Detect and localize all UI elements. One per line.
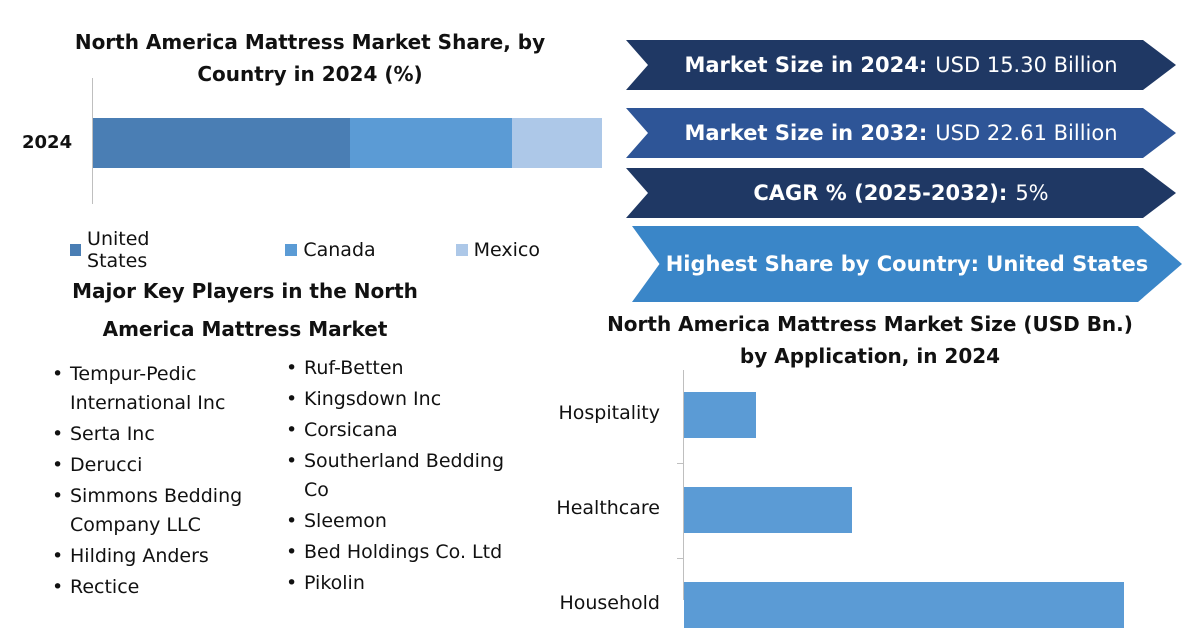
share-bar-segment-united-states <box>93 118 351 168</box>
app-bar-hospitality <box>684 392 756 438</box>
player-name: Serta Inc <box>70 423 155 445</box>
player-item: • Southerland Bedding Co <box>286 447 516 505</box>
app-axis-tick <box>677 557 683 559</box>
bullet-icon: • <box>286 541 298 563</box>
app-bar-household <box>684 582 1124 628</box>
player-name: Hilding Anders <box>70 545 209 567</box>
player-name: Corsicana <box>304 419 398 441</box>
player-item: • Kingsdown Inc <box>286 385 516 414</box>
player-name: Derucci <box>70 454 143 476</box>
player-item: • Pikolin <box>286 569 516 598</box>
player-item: • Ruf-Betten <box>286 354 516 383</box>
legend-item: Canada <box>285 228 376 272</box>
player-item: • Bed Holdings Co. Ltd <box>286 538 516 567</box>
legend-item: Mexico <box>455 228 540 272</box>
banner-market-size-2032: Market Size in 2032: USD 22.61 Billion <box>626 108 1176 158</box>
banner-label: Market Size in 2032: <box>684 121 928 145</box>
player-name: Simmons Bedding Company LLC <box>70 485 243 536</box>
bullet-icon: • <box>286 450 298 472</box>
player-name: Ruf-Betten <box>304 357 404 379</box>
bullet-icon: • <box>286 388 298 410</box>
bullet-icon: • <box>286 357 298 379</box>
player-name: Southerland Bedding Co <box>304 450 505 501</box>
player-name: Sleemon <box>304 510 387 532</box>
app-axis <box>683 370 684 600</box>
legend-swatch <box>285 244 298 256</box>
banner-market-size-2024: Market Size in 2024: USD 15.30 Billion <box>626 40 1176 90</box>
share-category-label: 2024 <box>22 132 73 153</box>
app-category-label: Household <box>559 592 660 614</box>
share-chart-title: North America Mattress Market Share, by … <box>74 30 546 86</box>
player-item: • Derucci <box>52 451 272 480</box>
banner-highest-share: Highest Share by Country: United States <box>632 226 1182 302</box>
players-title: Major Key Players in the North America M… <box>72 279 418 341</box>
legend-item: United States <box>70 228 205 272</box>
app-chart: Hospitality Healthcare Household <box>520 370 1180 628</box>
player-item: • Rectice <box>52 573 272 602</box>
bullet-icon: • <box>286 572 298 594</box>
app-category-label: Hospitality <box>558 402 661 424</box>
legend-label: Mexico <box>473 239 540 261</box>
banner-value: USD 15.30 Billion <box>935 53 1118 77</box>
app-bar-healthcare <box>684 487 852 533</box>
bullet-icon: • <box>52 485 64 507</box>
players-list-left: • Tempur-Pedic International Inc • Serta In… <box>52 360 272 604</box>
player-name: Tempur-Pedic International Inc <box>70 363 226 414</box>
share-stacked-bar <box>93 118 602 168</box>
player-item: • Serta Inc <box>52 420 272 449</box>
share-chart: 2024 United States Canada Mexico <box>0 78 620 272</box>
share-legend: United States Canada Mexico <box>70 228 620 272</box>
player-item: • Simmons Bedding Company LLC <box>52 482 272 540</box>
banner-cagr: CAGR % (2025-2032): 5% <box>626 168 1176 218</box>
legend-label: Canada <box>303 239 376 261</box>
bullet-icon: • <box>52 545 64 567</box>
legend-label: United States <box>87 228 150 272</box>
players-list-right: • Ruf-Betten • Kingsdown Inc • Corsicana • Sout… <box>286 354 516 600</box>
player-item: • Tempur-Pedic International Inc <box>52 360 272 418</box>
app-axis-tick <box>677 462 683 464</box>
player-name: Bed Holdings Co. Ltd <box>304 541 503 563</box>
banner-label: Market Size in 2024: <box>684 53 928 77</box>
player-item: • Hilding Anders <box>52 542 272 571</box>
player-name: Rectice <box>70 576 140 598</box>
share-bar-segment-canada <box>350 118 512 168</box>
app-chart-title: North America Mattress Market Size (USD … <box>607 312 1133 368</box>
share-axis <box>92 78 93 204</box>
bullet-icon: • <box>286 510 298 532</box>
share-bar-segment-mexico <box>511 118 602 168</box>
legend-swatch <box>70 244 82 256</box>
bullet-icon: • <box>52 454 64 476</box>
banner-text: Highest Share by Country: United States <box>665 252 1149 276</box>
banner-label: CAGR % (2025-2032): <box>753 181 1008 205</box>
legend-swatch <box>455 244 468 256</box>
bullet-icon: • <box>52 576 64 598</box>
player-item: • Corsicana <box>286 416 516 445</box>
bullet-icon: • <box>52 363 64 385</box>
banner-value: USD 22.61 Billion <box>935 121 1118 145</box>
app-category-label: Healthcare <box>556 497 660 519</box>
bullet-icon: • <box>52 423 64 445</box>
player-name: Pikolin <box>304 572 365 594</box>
bullet-icon: • <box>286 419 298 441</box>
banner-value: 5% <box>1015 181 1049 205</box>
player-item: • Sleemon <box>286 507 516 536</box>
player-name: Kingsdown Inc <box>304 388 442 410</box>
